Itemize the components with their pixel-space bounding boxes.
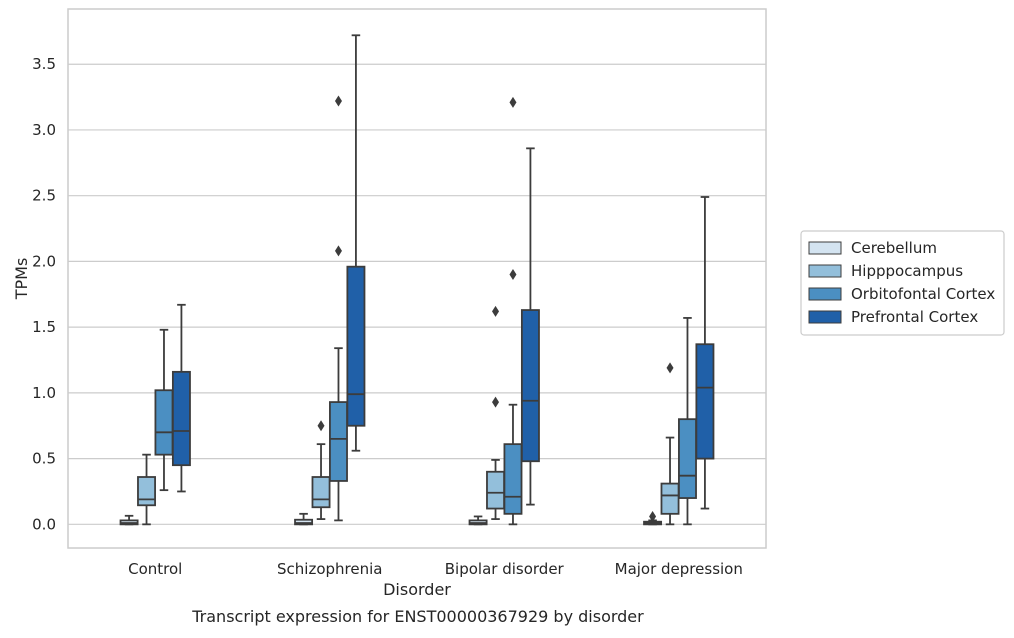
legend: Cerebellum Hipppocampus Orbitofontal Corte… <box>800 230 1005 336</box>
box-iqr <box>346 265 366 427</box>
tick-labels: 0.0 0.5 1.0 1.5 2.0 2.5 3.0 3.5 Control Schizophr… <box>32 55 743 578</box>
box-iqr <box>695 343 715 460</box>
outlier-point <box>649 510 657 522</box>
y-tick-label: 0.0 <box>32 515 56 533</box>
chart-caption: Transcript expression for ENST0000036792… <box>191 607 644 626</box>
y-tick-label: 1.5 <box>32 318 56 336</box>
box-iqr <box>329 401 348 482</box>
boxes-layer <box>119 34 715 526</box>
y-tick-label: 0.5 <box>32 450 56 468</box>
y-tick-label: 3.5 <box>32 55 56 73</box>
box <box>678 317 697 526</box>
box-iqr <box>171 370 191 467</box>
box <box>119 514 139 526</box>
box-iqr <box>660 482 680 515</box>
legend-swatch <box>808 287 842 301</box>
legend-swatch <box>808 241 842 255</box>
outlier-point <box>317 420 325 432</box>
box <box>329 95 348 522</box>
box <box>294 512 314 526</box>
outlier-point <box>492 305 500 317</box>
x-tick-label: Control <box>128 560 182 578</box>
box <box>660 362 680 526</box>
box <box>346 34 366 452</box>
box-iqr <box>486 470 505 510</box>
box <box>137 453 156 526</box>
y-tick-label: 1.0 <box>32 384 56 402</box>
legend-frame <box>800 230 1005 336</box>
y-tick-label: 3.0 <box>32 121 56 139</box>
x-tick-label: Major depression <box>615 560 743 578</box>
box-iqr <box>311 476 331 509</box>
legend-entry: Prefrontal Cortex <box>851 308 978 326</box>
x-tick-label: Bipolar disorder <box>445 560 565 578</box>
y-tick-label: 2.5 <box>32 187 56 205</box>
outlier-point <box>334 245 342 257</box>
legend-entry: Cerebellum <box>851 239 937 257</box>
box <box>486 305 505 520</box>
box-iqr <box>154 389 174 456</box>
box <box>503 96 523 526</box>
legend-swatch <box>808 264 842 278</box>
x-axis-label: Disorder <box>383 580 451 599</box>
outlier-point <box>509 269 517 281</box>
box <box>311 420 331 520</box>
box-iqr <box>137 476 156 507</box>
box-iqr <box>503 443 523 515</box>
y-axis-label: TPMs <box>12 258 31 301</box>
box <box>643 510 663 526</box>
outlier-point <box>666 362 674 374</box>
outlier-point <box>509 96 517 108</box>
outlier-point <box>492 396 500 408</box>
legend-swatch <box>808 310 842 324</box>
box <box>695 196 715 510</box>
x-tick-label: Schizophrenia <box>277 560 382 578</box>
legend-entry: Orbitofontal Cortex <box>851 285 995 303</box>
box <box>468 515 488 526</box>
box <box>154 328 174 492</box>
box-iqr <box>520 309 540 463</box>
box <box>171 303 191 493</box>
y-tick-label: 2.0 <box>32 252 56 270</box>
outlier-point <box>334 95 342 107</box>
legend-entry: Hipppocampus <box>851 262 963 280</box>
box <box>520 147 540 506</box>
plot-frame <box>67 8 767 549</box>
box-iqr <box>294 518 314 526</box>
box-iqr <box>678 418 697 499</box>
